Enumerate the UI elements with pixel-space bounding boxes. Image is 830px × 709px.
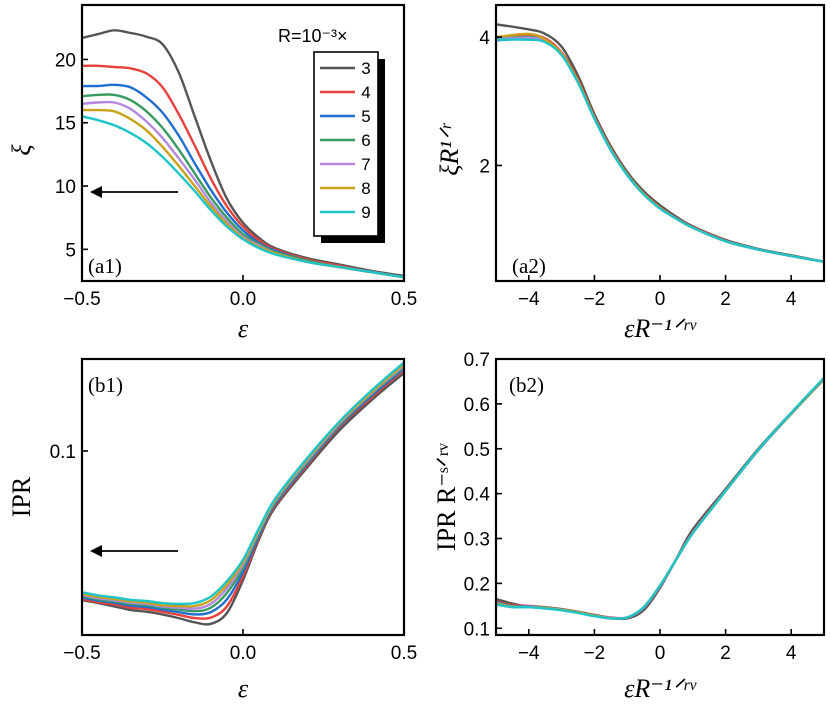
curves-a1 [82, 29, 404, 279]
legend-label-8: 8 [361, 179, 370, 198]
x-tick-label: 0 [655, 289, 666, 310]
ylabel-a2: ξR¹ᐟʳ [435, 122, 464, 176]
x-tick-label: −2 [584, 643, 606, 664]
y-tick-label: 4 [479, 28, 490, 49]
x-tick-label: 0.5 [391, 289, 417, 310]
y-tick-label: 0.1 [464, 619, 490, 640]
x-tick-label: 4 [786, 643, 797, 664]
ylabel-b1: IPR [7, 476, 36, 517]
panel-label-b2: (b2) [509, 373, 544, 397]
panel-b2: −4 −2 0 2 4 0.1 0.2 0.3 0.4 0.5 0.6 0.7 (b2) εR⁻¹ᐟʳ… [432, 350, 826, 703]
legend-label-3: 3 [361, 59, 370, 78]
legend-a1: R=10⁻³× 3 4 5 6 7 8 9 [278, 26, 385, 243]
series-line-7 [496, 377, 824, 620]
series-line-3 [82, 29, 404, 278]
legend-title: R=10⁻³× [278, 26, 348, 46]
ticks-a2: −4 −2 0 2 4 2 4 [479, 28, 796, 310]
series-line-5 [496, 377, 824, 620]
ylabel-a1: ξ [7, 144, 36, 156]
series-line-9 [496, 376, 824, 620]
legend-label-9: 9 [361, 203, 370, 222]
panel-a2: −4 −2 0 2 4 2 4 (a2) εR⁻¹ᐟʳᵛ ξR¹ᐟʳ [435, 3, 826, 343]
panel-label-b1: (b1) [88, 373, 123, 397]
x-tick-label: −0.5 [63, 643, 101, 664]
xlabel-a1: ε [238, 314, 249, 343]
y-tick-label: 0.3 [464, 530, 490, 551]
y-tick-label: 15 [55, 114, 76, 135]
y-tick-label: 0.4 [464, 485, 491, 506]
arrow-head-a1 [90, 186, 102, 198]
panel-label-a2: (a2) [512, 254, 546, 278]
y-tick-label: 0.5 [464, 440, 490, 461]
x-tick-label: 0 [655, 643, 666, 664]
frame-b2 [494, 357, 826, 637]
legend-entries: 3 4 5 6 7 8 9 [320, 59, 371, 222]
series-line-4 [496, 33, 824, 263]
frame-b1 [80, 357, 406, 637]
x-tick-label: −2 [584, 289, 606, 310]
series-line-4 [496, 378, 824, 620]
y-tick-label: 20 [55, 50, 76, 71]
x-tick-label: −4 [518, 289, 540, 310]
x-tick-label: 2 [720, 289, 731, 310]
series-line-9 [82, 361, 404, 606]
series-line-3 [82, 371, 404, 626]
xlabel-b2: εR⁻¹ᐟʳᵛ [624, 674, 696, 703]
legend-label-7: 7 [361, 155, 370, 174]
series-line-6 [496, 35, 824, 263]
x-tick-label: −0.5 [63, 289, 101, 310]
arrow-head-b1 [90, 545, 102, 557]
legend-label-6: 6 [361, 131, 370, 150]
x-tick-label: 0.0 [230, 289, 256, 310]
y-tick-label: 2 [479, 156, 490, 177]
series-line-8 [496, 377, 824, 620]
series-line-3 [496, 378, 824, 621]
legend-box [313, 51, 379, 237]
x-tick-label: 4 [786, 289, 797, 310]
series-line-6 [496, 377, 824, 620]
curves-a2 [496, 23, 824, 263]
y-tick-label: 0.6 [464, 395, 490, 416]
y-tick-label: 10 [55, 177, 76, 198]
xlabel-a2: εR⁻¹ᐟʳᵛ [624, 314, 696, 343]
ticks-b1: −0.5 0.0 0.5 0.1 [50, 442, 418, 664]
x-tick-label: 0.5 [391, 643, 417, 664]
x-tick-label: 0.0 [230, 643, 256, 664]
frame-a1 [80, 3, 406, 283]
y-tick-label: 0.1 [50, 442, 76, 463]
series-line-9 [82, 115, 404, 279]
ticks-b2: −4 −2 0 2 4 0.1 0.2 0.3 0.4 0.5 0.6 0.7 [464, 350, 797, 664]
series-line-7 [496, 36, 824, 263]
y-tick-label: 0.2 [464, 574, 490, 595]
series-line-9 [496, 38, 824, 263]
panel-b1: −0.5 0.0 0.5 0.1 (b1) ε IPR [7, 357, 418, 703]
panel-a1: −0.5 0.0 0.5 5 10 15 20 (a1) ε ξ R=10⁻³× 3 4 5 6 7… [7, 3, 417, 343]
y-tick-label: 5 [65, 240, 76, 261]
series-line-8 [496, 32, 824, 263]
x-tick-label: −4 [518, 643, 540, 664]
x-tick-label: 2 [720, 643, 731, 664]
legend-label-4: 4 [361, 83, 370, 102]
series-line-5 [496, 37, 824, 263]
curves-b1 [82, 361, 404, 626]
xlabel-b1: ε [238, 674, 249, 703]
legend-label-5: 5 [361, 107, 370, 126]
panel-label-a1: (a1) [88, 254, 122, 278]
frame-a2 [494, 3, 826, 283]
y-tick-label: 0.7 [464, 350, 490, 371]
ylabel-b2: IPR R⁻ˢᐟʳᵛ [432, 443, 461, 551]
series-line-3 [496, 23, 824, 263]
curves-b2 [496, 376, 824, 621]
